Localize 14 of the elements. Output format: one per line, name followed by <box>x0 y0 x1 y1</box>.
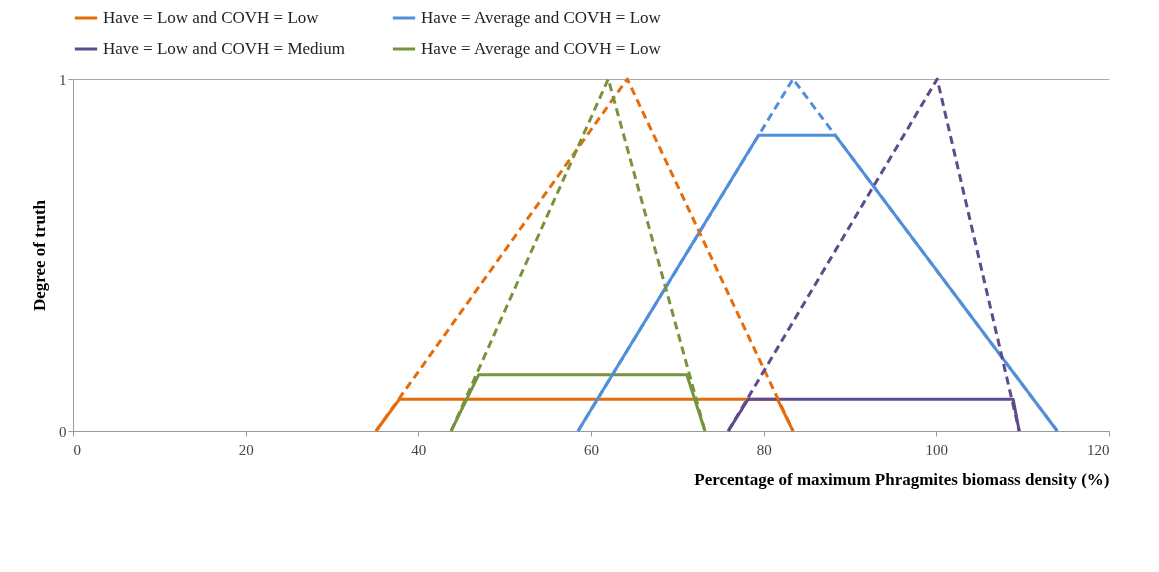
legend-label: Have = Low and COVH = Low <box>103 8 320 27</box>
x-tick-label: 100 <box>925 441 949 458</box>
legend-label: Have = Average and COVH = Low <box>421 39 662 58</box>
x-tick-label: 0 <box>73 441 81 458</box>
legend-label: Have = Average and COVH = Low <box>421 8 662 27</box>
y-tick-label: 1 <box>59 71 67 88</box>
y-axis-title: Degree of truth <box>30 199 49 312</box>
x-axis-title: Percentage of maximum Phragmites biomass density (%) <box>694 469 1110 489</box>
x-tick-label: 60 <box>584 441 599 458</box>
x-tick-label: 80 <box>756 441 772 458</box>
legend-label: Have = Low and COVH = Medium <box>103 39 346 58</box>
x-tick-label: 40 <box>411 441 427 458</box>
x-tick-label: 20 <box>238 441 254 458</box>
x-tick-label: 120 <box>1087 441 1110 458</box>
